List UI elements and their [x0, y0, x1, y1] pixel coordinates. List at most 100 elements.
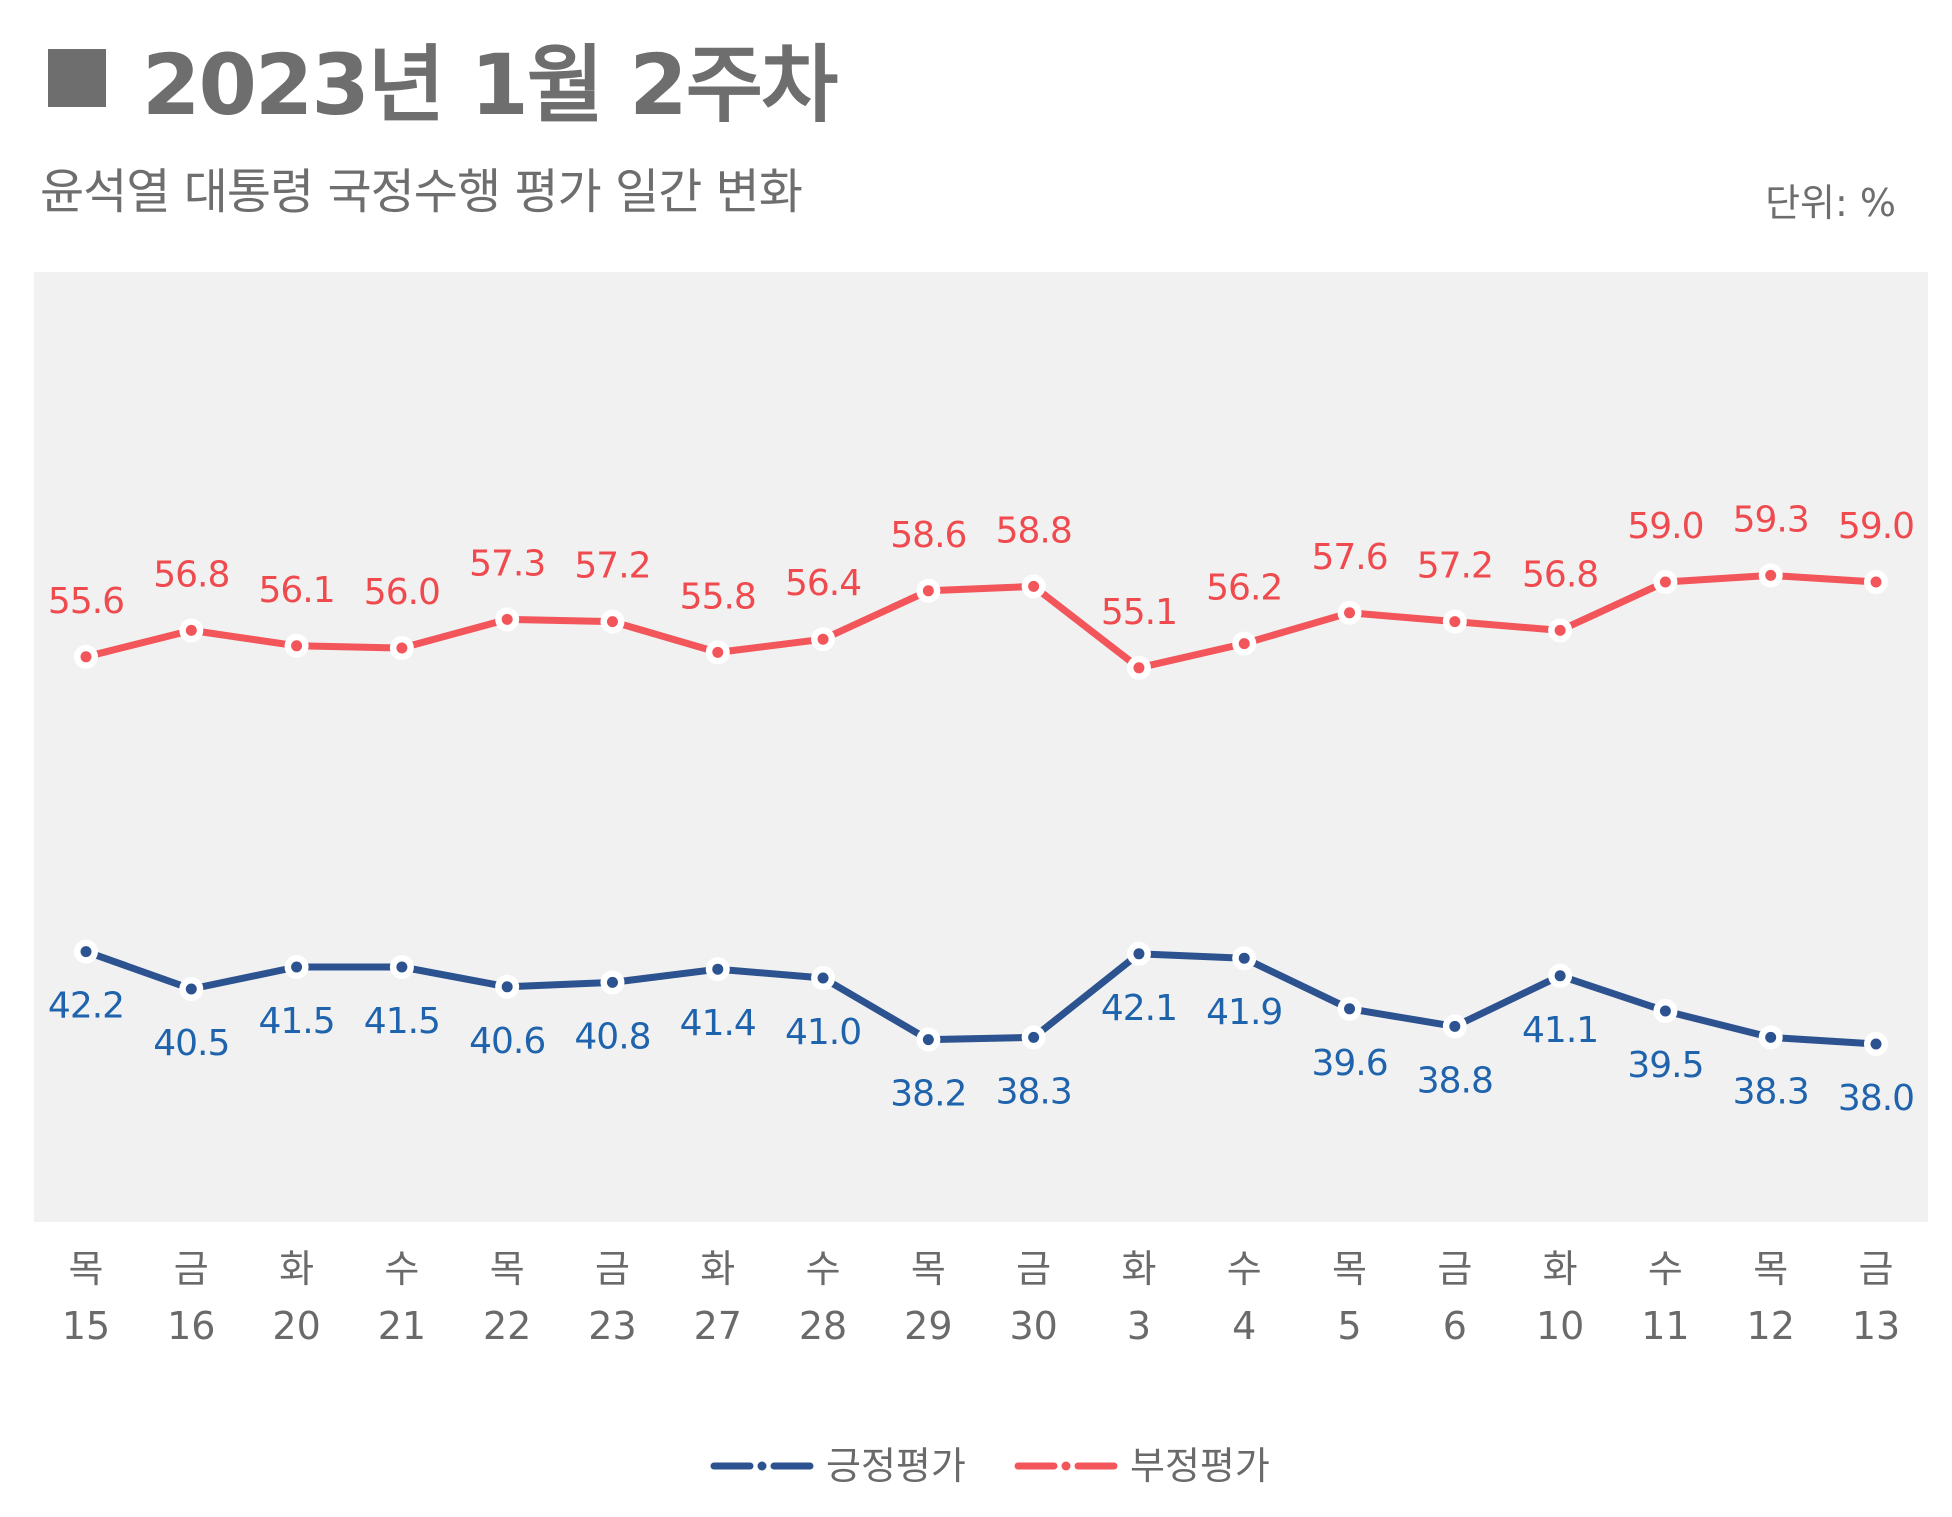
positive-data-label-5: 40.8 [574, 1016, 650, 1057]
negative-point-dot-16 [1765, 569, 1777, 581]
negative-point-dot-14 [1554, 624, 1566, 636]
title-square-icon [48, 49, 106, 107]
positive-point-dot-1 [185, 983, 197, 995]
x-tick-date-16: 12 [1747, 1304, 1795, 1348]
negative-point-dot-5 [606, 616, 618, 628]
positive-data-label-3: 41.5 [364, 1001, 440, 1042]
positive-data-label-17: 38.0 [1838, 1078, 1914, 1119]
positive-point-dot-7 [817, 972, 829, 984]
negative-point-dot-13 [1449, 616, 1461, 628]
legend-swatch-dot-negative [1061, 1461, 1071, 1471]
positive-point-dot-3 [396, 961, 408, 973]
positive-data-label-7: 41.0 [785, 1012, 861, 1053]
x-tick-day-8: 목 [911, 1247, 946, 1291]
x-tick-date-1: 16 [167, 1304, 215, 1348]
x-tick-day-14: 화 [1543, 1247, 1578, 1291]
negative-data-label-0: 55.6 [48, 581, 124, 622]
x-tick-day-17: 금 [1859, 1247, 1894, 1291]
positive-data-label-1: 40.5 [153, 1023, 229, 1064]
chart-title-text: 2023년 1월 2주차 [142, 35, 838, 134]
positive-data-label-6: 41.4 [680, 1003, 756, 1044]
negative-point-dot-4 [501, 613, 513, 625]
legend-item-negative: 부정평가 [1014, 1444, 1270, 1488]
negative-data-label-13: 57.2 [1417, 546, 1493, 587]
negative-data-label-9: 58.8 [996, 510, 1072, 551]
negative-data-label-4: 57.3 [469, 543, 545, 584]
negative-data-label-8: 58.6 [890, 515, 966, 556]
positive-data-label-2: 41.5 [259, 1001, 335, 1042]
positive-point-dot-16 [1765, 1031, 1777, 1043]
negative-point-dot-7 [817, 633, 829, 645]
positive-point-dot-0 [80, 946, 92, 958]
positive-point-dot-12 [1344, 1003, 1356, 1015]
x-tick-date-14: 10 [1536, 1304, 1584, 1348]
positive-data-label-15: 39.5 [1627, 1045, 1703, 1086]
negative-data-label-5: 57.2 [574, 546, 650, 587]
positive-point-dot-14 [1554, 970, 1566, 982]
positive-point-dot-17 [1870, 1038, 1882, 1050]
positive-series-line [82, 948, 1880, 1048]
positive-point-dot-15 [1659, 1005, 1671, 1017]
negative-data-label-12: 57.6 [1311, 537, 1387, 578]
positive-point-dot-10 [1133, 948, 1145, 960]
legend-label-negative: 부정평가 [1130, 1444, 1270, 1488]
x-tick-day-11: 수 [1227, 1247, 1262, 1291]
x-tick-day-3: 수 [384, 1247, 419, 1291]
x-tick-date-13: 6 [1443, 1304, 1467, 1348]
plot-area [34, 272, 1928, 1222]
x-tick-day-15: 수 [1648, 1247, 1683, 1291]
negative-point-dot-1 [185, 624, 197, 636]
x-tick-date-17: 13 [1852, 1304, 1900, 1348]
x-tick-date-5: 23 [588, 1304, 636, 1348]
negative-point-dot-12 [1344, 607, 1356, 619]
x-tick-date-10: 3 [1127, 1304, 1151, 1348]
negative-data-label-15: 59.0 [1627, 506, 1703, 547]
x-tick-date-9: 30 [1009, 1304, 1057, 1348]
negative-point-dot-3 [396, 642, 408, 654]
negative-point-dot-10 [1133, 662, 1145, 674]
x-tick-day-0: 목 [69, 1247, 104, 1291]
positive-data-label-8: 38.2 [890, 1074, 966, 1115]
negative-data-label-14: 56.8 [1522, 554, 1598, 595]
negative-point-dot-0 [80, 651, 92, 663]
negative-data-label-3: 56.0 [364, 572, 440, 613]
negative-data-label-7: 56.4 [785, 563, 861, 604]
positive-point-dot-6 [712, 963, 724, 975]
legend-item-positive: 긍정평가 [710, 1444, 966, 1488]
negative-data-label-2: 56.1 [259, 570, 335, 611]
x-tick-day-4: 목 [490, 1247, 525, 1291]
positive-data-label-14: 41.1 [1522, 1010, 1598, 1051]
positive-point-dot-4 [501, 981, 513, 993]
x-tick-date-2: 20 [272, 1304, 320, 1348]
negative-series-line [82, 571, 1880, 672]
chart-title: 2023년 1월 2주차 [48, 28, 838, 134]
x-tick-date-15: 11 [1641, 1304, 1689, 1348]
x-tick-day-16: 목 [1753, 1247, 1788, 1291]
positive-data-label-13: 38.8 [1417, 1060, 1493, 1101]
x-tick-day-2: 화 [279, 1247, 314, 1291]
negative-point-dot-8 [922, 585, 934, 597]
negative-data-label-16: 59.3 [1733, 499, 1809, 540]
positive-data-label-10: 42.1 [1101, 988, 1177, 1029]
positive-point-dot-2 [291, 961, 303, 973]
negative-data-label-1: 56.8 [153, 554, 229, 595]
x-tick-date-6: 27 [694, 1304, 742, 1348]
positive-point-dot-9 [1028, 1031, 1040, 1043]
negative-point-dot-11 [1238, 638, 1250, 650]
x-tick-day-1: 금 [174, 1247, 209, 1291]
positive-data-label-9: 38.3 [996, 1071, 1072, 1112]
positive-point-dot-11 [1238, 952, 1250, 964]
unit-label: 단위: % [1765, 181, 1896, 225]
x-tick-date-7: 28 [799, 1304, 847, 1348]
positive-data-label-4: 40.6 [469, 1021, 545, 1062]
positive-point-dot-5 [606, 976, 618, 988]
chart-subtitle: 윤석열 대통령 국정수행 평가 일간 변화 [40, 164, 803, 220]
negative-data-label-11: 56.2 [1206, 568, 1282, 609]
legend-label-positive: 긍정평가 [826, 1444, 966, 1488]
x-tick-day-7: 수 [806, 1247, 841, 1291]
x-tick-date-3: 21 [378, 1304, 426, 1348]
negative-data-label-6: 55.8 [680, 576, 756, 617]
x-tick-day-10: 화 [1121, 1247, 1156, 1291]
x-tick-date-4: 22 [483, 1304, 531, 1348]
